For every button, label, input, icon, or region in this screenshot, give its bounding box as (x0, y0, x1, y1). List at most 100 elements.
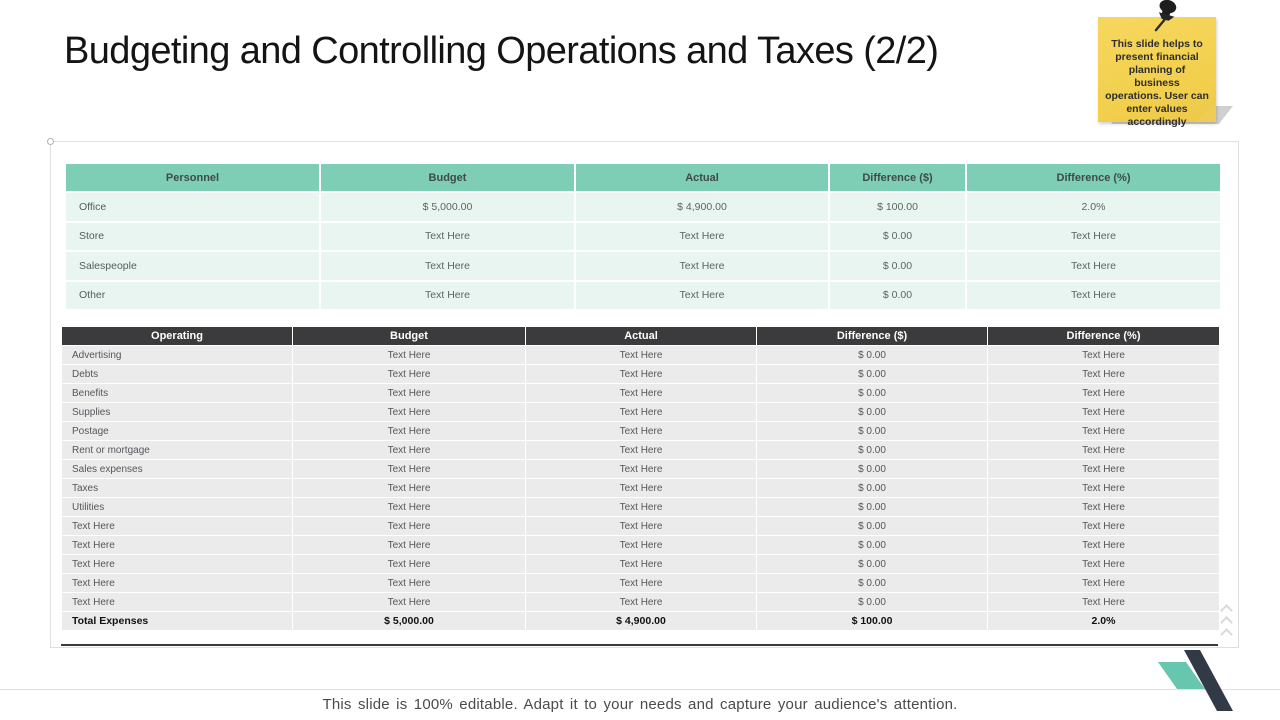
table-cell: Text Here (293, 555, 525, 573)
table-cell: Text Here (988, 536, 1219, 554)
resize-chevrons-icon[interactable] (1220, 604, 1233, 642)
table-row: Utilities Text Here Text Here $ 0.00 Text He… (62, 498, 1219, 516)
row-label: Other (66, 281, 319, 309)
row-label: Advertising (62, 346, 292, 364)
table-cell: Text Here (526, 403, 756, 421)
table-cell: Text Here (321, 252, 574, 280)
table-cell: Text Here (293, 403, 525, 421)
table-cell: Text Here (293, 517, 525, 535)
footer-text: This slide is 100% editable. Adapt it to… (322, 696, 958, 713)
table-cell: Text Here (293, 574, 525, 592)
table-cell: Text Here (576, 281, 828, 309)
personnel-header-row: Personnel Budget Actual Difference ($) Diffe… (66, 164, 1220, 191)
table-cell: Text Here (576, 252, 828, 280)
table-cell: $ 0.00 (757, 460, 987, 478)
table-cell: Text Here (988, 346, 1219, 364)
table-row: Sales expenses Text Here Text Here $ 0.00 Te… (62, 460, 1219, 478)
table-cell: Text Here (988, 517, 1219, 535)
sticky-note: This slide helps to present financial pl… (1094, 0, 1240, 136)
table-cell: Text Here (321, 222, 574, 250)
row-label: Store (66, 222, 319, 250)
row-label: Rent or mortgage (62, 441, 292, 459)
table-cell: $ 0.00 (757, 479, 987, 497)
table-row: Text Here Text Here Text Here $ 0.00 Text He… (62, 593, 1219, 611)
table-row: Text Here Text Here Text Here $ 0.00 Text He… (62, 574, 1219, 592)
column-header-actual: Actual (526, 327, 756, 345)
operating-header-row: Operating Budget Actual Difference ($) Diffe… (62, 327, 1219, 345)
table-cell: Text Here (988, 593, 1219, 611)
table-cell: $ 0.00 (757, 536, 987, 554)
table-cell: $ 0.00 (757, 422, 987, 440)
row-label: Total Expenses (62, 612, 292, 630)
table-row: Salespeople Text Here Text Here $ 0.00 Text … (66, 252, 1220, 280)
table-cell: $ 5,000.00 (321, 193, 574, 221)
column-header-difference: Difference ($) (830, 164, 965, 191)
table-cell: Text Here (293, 365, 525, 383)
table-cell: Text Here (293, 498, 525, 516)
table-cell: Text Here (988, 403, 1219, 421)
table-cell: $ 0.00 (757, 346, 987, 364)
row-label: Text Here (62, 536, 292, 554)
table-cell: Text Here (293, 460, 525, 478)
logo-teal-shape (1158, 662, 1205, 689)
row-label: Taxes (62, 479, 292, 497)
table-cell: $ 0.00 (757, 365, 987, 383)
table-cell: Text Here (293, 536, 525, 554)
table-row: Postage Text Here Text Here $ 0.00 Text Here (62, 422, 1219, 440)
table-cell: Text Here (526, 498, 756, 516)
sticky-note-text: This slide helps to present financial pl… (1105, 38, 1209, 128)
table-row: Debts Text Here Text Here $ 0.00 Text Here (62, 365, 1219, 383)
column-header-difference: Difference (%) (967, 164, 1220, 191)
column-header-budget: Budget (293, 327, 525, 345)
logo-dark-stripe (1184, 650, 1233, 711)
table-row: Text Here Text Here Text Here $ 0.00 Text He… (62, 517, 1219, 535)
table-cell: Text Here (526, 479, 756, 497)
table-cell: Text Here (526, 365, 756, 383)
table-cell: $ 0.00 (757, 384, 987, 402)
table-cell: $ 100.00 (830, 193, 965, 221)
table-cell: Text Here (293, 422, 525, 440)
table-cell: $ 0.00 (757, 403, 987, 421)
row-label: Text Here (62, 555, 292, 573)
table-row: Advertising Text Here Text Here $ 0.00 Text … (62, 346, 1219, 364)
table-cell: $ 0.00 (757, 574, 987, 592)
table-cell: Text Here (988, 365, 1219, 383)
table-cell: Text Here (967, 222, 1220, 250)
footer-divider (0, 689, 1280, 690)
table-cell: Text Here (526, 517, 756, 535)
table-cell: $ 5,000.00 (293, 612, 525, 630)
table-cell: Text Here (321, 281, 574, 309)
row-label: Salespeople (66, 252, 319, 280)
table-row: Benefits Text Here Text Here $ 0.00 Text Her… (62, 384, 1219, 402)
table-row: Rent or mortgage Text Here Text Here $ 0.00… (62, 441, 1219, 459)
table-cell: Text Here (293, 593, 525, 611)
table-cell: Text Here (526, 536, 756, 554)
table-cell: Text Here (576, 222, 828, 250)
row-label: Utilities (62, 498, 292, 516)
row-label: Benefits (62, 384, 292, 402)
row-label: Office (66, 193, 319, 221)
table-row: Text Here Text Here Text Here $ 0.00 Text He… (62, 555, 1219, 573)
table-cell: Text Here (988, 441, 1219, 459)
operating-table: Operating Budget Actual Difference ($) Diffe… (61, 326, 1220, 631)
table-cell: $ 100.00 (757, 612, 987, 630)
table-cell: Text Here (293, 441, 525, 459)
sticky-note-paper: This slide helps to present financial pl… (1098, 17, 1216, 128)
table-cell: $ 0.00 (757, 555, 987, 573)
row-label: Debts (62, 365, 292, 383)
row-label: Postage (62, 422, 292, 440)
row-label: Sales expenses (62, 460, 292, 478)
table-row: Store Text Here Text Here $ 0.00 Text Here (66, 222, 1220, 250)
table-cell: Text Here (988, 555, 1219, 573)
column-header-difference: Difference (%) (988, 327, 1219, 345)
table-cell: $ 0.00 (757, 441, 987, 459)
placeholder-handle[interactable] (47, 138, 54, 145)
table-bottom-border (61, 644, 1218, 646)
table-row: Taxes Text Here Text Here $ 0.00 Text Here (62, 479, 1219, 497)
personnel-table: Personnel Budget Actual Difference ($) Diffe… (64, 162, 1222, 311)
table-cell: Text Here (526, 384, 756, 402)
table-cell: Text Here (988, 422, 1219, 440)
table-cell: 2.0% (988, 612, 1219, 630)
table-cell: $ 0.00 (830, 222, 965, 250)
